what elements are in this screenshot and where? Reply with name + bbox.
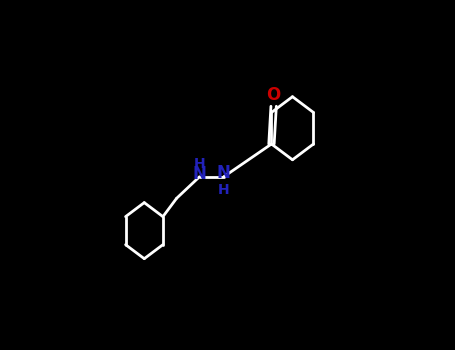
Text: N: N	[192, 165, 207, 183]
Text: N: N	[217, 164, 231, 182]
Text: H: H	[194, 157, 205, 171]
Text: H: H	[218, 183, 230, 197]
Text: O: O	[267, 86, 281, 104]
